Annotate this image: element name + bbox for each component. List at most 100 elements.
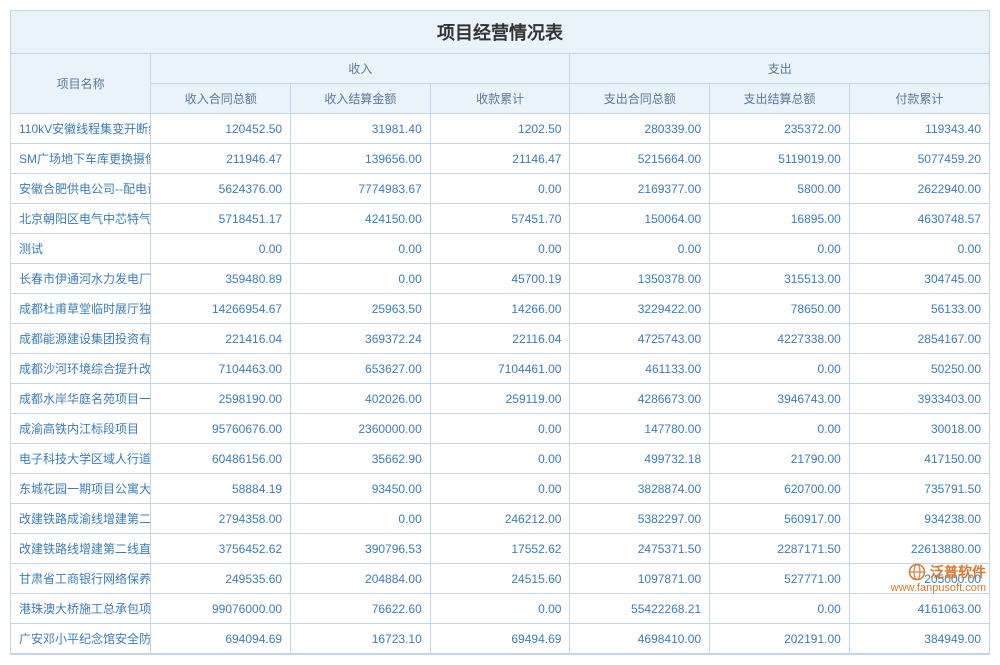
project-name-cell[interactable]: 成渝高铁内江标段项目	[11, 414, 151, 444]
header-expense-contract: 支出合同总额	[570, 84, 710, 114]
report-table-container: 项目经营情况表 项目名称 收入 支出 收入合同总额 收入结算金额 收款累计 支出…	[10, 10, 990, 655]
data-cell: 304745.00	[849, 264, 989, 294]
table-row: 港珠澳大桥施工总承包项目99076000.0076622.60 0.0055422…	[11, 594, 989, 624]
data-cell: 99076000.00	[151, 594, 291, 624]
table-row: 成都水岸华庭名苑项目一标2598190.00402026.00259119.00…	[11, 384, 989, 414]
table-header: 项目名称 收入 支出 收入合同总额 收入结算金额 收款累计 支出合同总额 支出结…	[11, 54, 989, 114]
data-cell: 3828874.00	[570, 474, 710, 504]
data-cell: 95760676.00	[151, 414, 291, 444]
project-name-cell[interactable]: 成都能源建设集团投资有限	[11, 324, 151, 354]
data-cell: 7104463.00	[151, 354, 291, 384]
data-cell: 5077459.20	[849, 144, 989, 174]
header-income-group: 收入	[151, 54, 570, 84]
data-cell: 221416.04	[151, 324, 291, 354]
table-row: 成都杜甫草堂临时展厅独立14266954.6725963.5014266.003…	[11, 294, 989, 324]
data-cell: 58884.19	[151, 474, 291, 504]
data-cell: 934238.00	[849, 504, 989, 534]
data-cell: 150064.00	[570, 204, 710, 234]
data-cell: 0.00	[291, 234, 431, 264]
header-income-settle: 收入结算金额	[291, 84, 431, 114]
project-name-cell[interactable]: 电子科技大学区域人行道及	[11, 444, 151, 474]
data-cell: 560917.00	[710, 504, 850, 534]
header-expense-settle: 支出结算总额	[710, 84, 850, 114]
table-row: 成都能源建设集团投资有限221416.04369372.2422116.0447…	[11, 324, 989, 354]
data-cell: 2854167.00	[849, 324, 989, 354]
table-row: 广安邓小平纪念馆安全防范694094.6916723.1069494.69469…	[11, 624, 989, 654]
project-name-cell[interactable]: SM广场地下车库更换摄像机	[11, 144, 151, 174]
data-cell: 5382297.00	[570, 504, 710, 534]
project-name-cell[interactable]: 长春市伊通河水力发电厂改	[11, 264, 151, 294]
project-name-cell[interactable]: 成都杜甫草堂临时展厅独立	[11, 294, 151, 324]
project-name-cell[interactable]: 成都水岸华庭名苑项目一标	[11, 384, 151, 414]
data-cell: 499732.18	[570, 444, 710, 474]
table-row: 110kV安徽线程集变开断线路120452.5031981.401202.502…	[11, 114, 989, 144]
data-cell: 24515.60	[430, 564, 570, 594]
project-name-cell[interactable]: 成都沙河环境综合提升改造	[11, 354, 151, 384]
data-cell: 0.00	[710, 594, 850, 624]
data-cell: 78650.00	[710, 294, 850, 324]
data-cell: 202191.00	[710, 624, 850, 654]
table-row: SM广场地下车库更换摄像机211946.47139656.0021146.475…	[11, 144, 989, 174]
table-row: 成都沙河环境综合提升改造7104463.00653627.007104461.0…	[11, 354, 989, 384]
header-income-received: 收款累计	[430, 84, 570, 114]
data-cell: 7104461.00	[430, 354, 570, 384]
data-cell: 424150.00	[291, 204, 431, 234]
project-name-cell[interactable]: 110kV安徽线程集变开断线路	[11, 114, 151, 144]
data-cell: 76622.60	[291, 594, 431, 624]
data-cell: 384949.00	[849, 624, 989, 654]
data-cell: 0.00	[710, 234, 850, 264]
data-cell: 56133.00	[849, 294, 989, 324]
data-cell: 0.00	[849, 234, 989, 264]
data-cell: 120452.50	[151, 114, 291, 144]
data-cell: 3946743.00	[710, 384, 850, 414]
data-cell: 30018.00	[849, 414, 989, 444]
data-cell: 735791.50	[849, 474, 989, 504]
project-name-cell[interactable]: 北京朝阳区电气中芯特气系	[11, 204, 151, 234]
data-cell: 2598190.00	[151, 384, 291, 414]
data-cell: 14266.00	[430, 294, 570, 324]
data-cell: 5119019.00	[710, 144, 850, 174]
data-cell: 21146.47	[430, 144, 570, 174]
data-cell: 3933403.00	[849, 384, 989, 414]
project-name-cell[interactable]: 东城花园一期项目公寓大堂	[11, 474, 151, 504]
data-cell: 204884.00	[291, 564, 431, 594]
project-name-cell[interactable]: 安徽合肥供电公司--配电设备	[11, 174, 151, 204]
data-cell: 359480.89	[151, 264, 291, 294]
data-cell: 7774983.67	[291, 174, 431, 204]
header-expense-group: 支出	[570, 54, 989, 84]
data-cell: 5800.00	[710, 174, 850, 204]
data-cell: 25963.50	[291, 294, 431, 324]
table-row: 测试0.000.000.000.000.000.00	[11, 234, 989, 264]
data-cell: 369372.24	[291, 324, 431, 354]
data-cell: 14266954.67	[151, 294, 291, 324]
data-cell: 22116.04	[430, 324, 570, 354]
data-cell: 0.00	[430, 414, 570, 444]
data-cell: 0.00	[710, 414, 850, 444]
data-cell: 4227338.00	[710, 324, 850, 354]
data-cell: 280339.00	[570, 114, 710, 144]
data-cell: 246212.00	[430, 504, 570, 534]
data-cell: 402026.00	[291, 384, 431, 414]
data-cell: 0.00	[151, 234, 291, 264]
table-row: 改建铁路成渝线增建第二直2794358.000.00246212.0053822…	[11, 504, 989, 534]
data-cell: 5718451.17	[151, 204, 291, 234]
table-title: 项目经营情况表	[11, 11, 989, 54]
data-cell: 4286673.00	[570, 384, 710, 414]
data-cell: 57451.70	[430, 204, 570, 234]
project-name-cell[interactable]: 改建铁路线增建第二线直通	[11, 534, 151, 564]
data-cell: 139656.00	[291, 144, 431, 174]
data-cell: 2794358.00	[151, 504, 291, 534]
data-cell: 4725743.00	[570, 324, 710, 354]
project-name-cell[interactable]: 测试	[11, 234, 151, 264]
project-name-cell[interactable]: 甘肃省工商银行网络保养项	[11, 564, 151, 594]
data-cell: 0.00	[710, 354, 850, 384]
project-name-cell[interactable]: 港珠澳大桥施工总承包项目	[11, 594, 151, 624]
header-income-contract: 收入合同总额	[151, 84, 291, 114]
project-name-cell[interactable]: 广安邓小平纪念馆安全防范	[11, 624, 151, 654]
data-cell: 55422268.21	[570, 594, 710, 624]
data-cell: 0.00	[570, 234, 710, 264]
data-cell: 35662.90	[291, 444, 431, 474]
table-row: 北京朝阳区电气中芯特气系5718451.17424150.0057451.701…	[11, 204, 989, 234]
data-cell: 2287171.50	[710, 534, 850, 564]
project-name-cell[interactable]: 改建铁路成渝线增建第二直	[11, 504, 151, 534]
